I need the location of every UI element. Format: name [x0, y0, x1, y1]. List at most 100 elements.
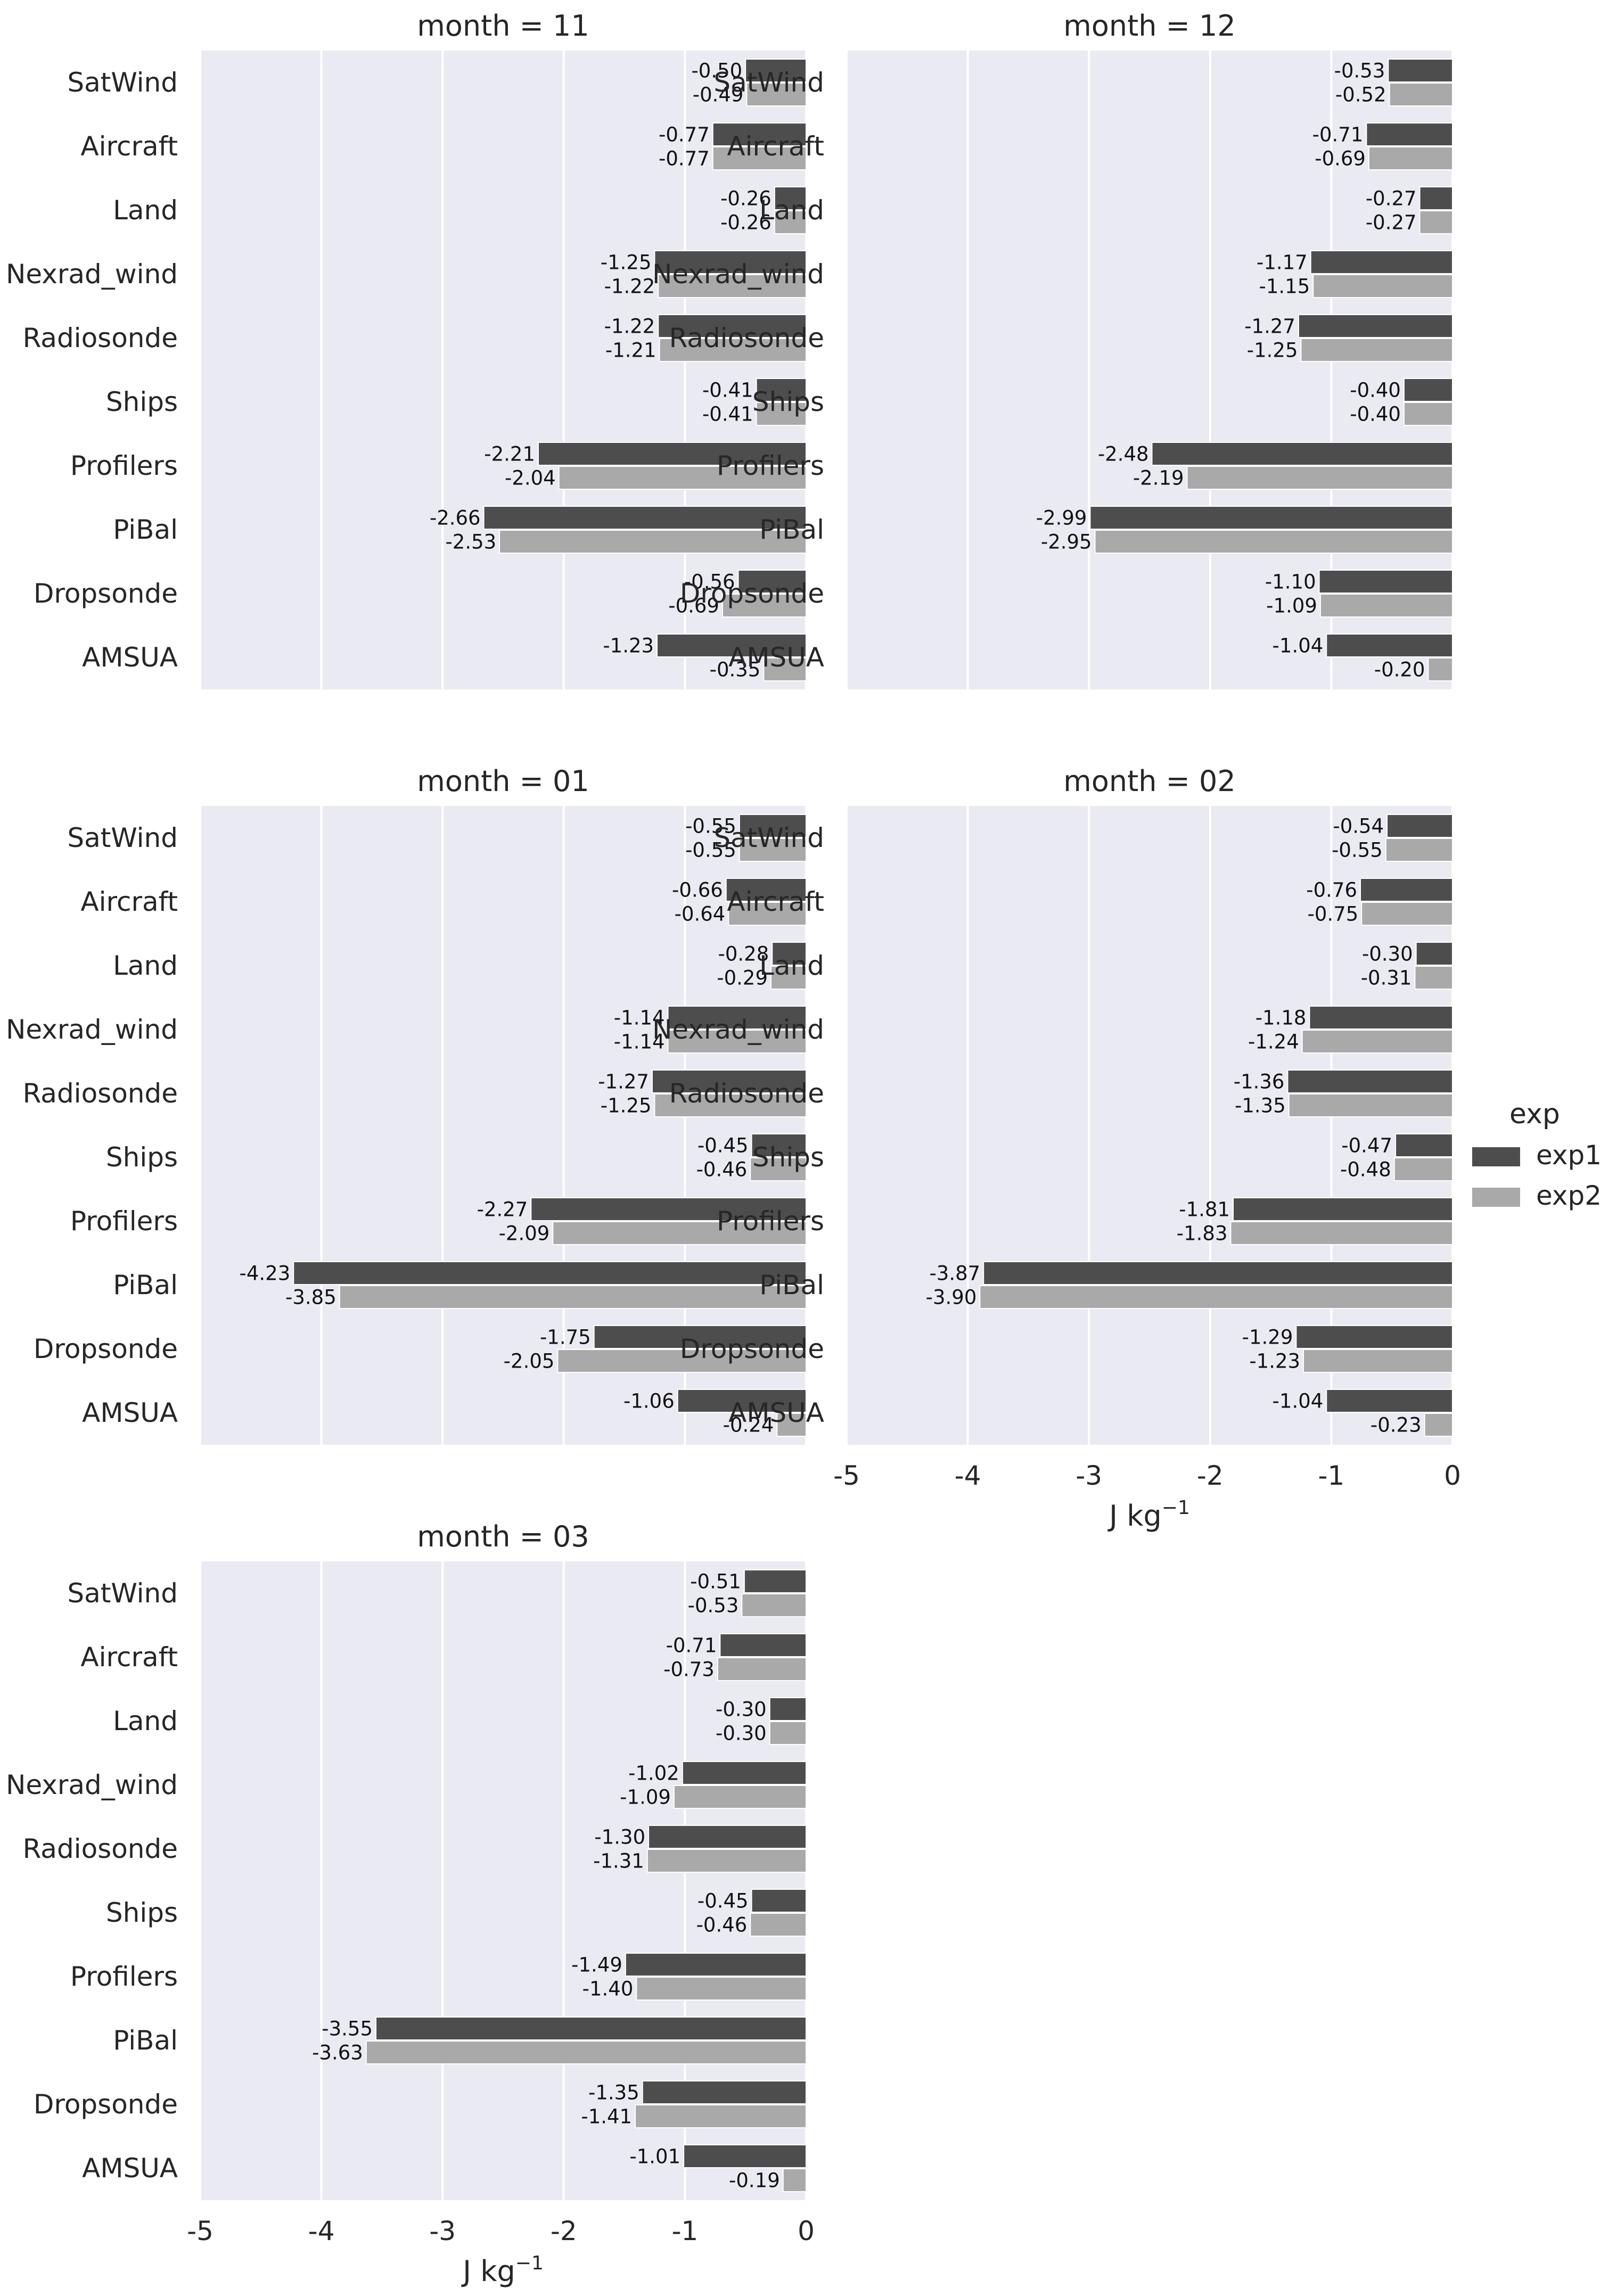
bar-value-label: -0.71 [666, 1634, 717, 1657]
category-label: Land [113, 950, 178, 981]
bar-exp1 [651, 1069, 807, 1093]
bar-value-label: -1.17 [1257, 251, 1308, 274]
category-label: Profilers [70, 450, 178, 481]
bar-exp1 [1326, 1389, 1453, 1413]
bar-exp1 [1318, 570, 1453, 594]
x-axis-label-unit: J kg [1107, 1499, 1162, 1533]
bar-exp1 [771, 942, 807, 966]
legend-label-exp2: exp2 [1536, 1180, 1602, 1211]
bar-value-label: -1.14 [614, 1007, 665, 1030]
bar-value-label: -1.22 [604, 315, 655, 338]
bar-exp2 [1414, 966, 1454, 990]
bar-exp2 [1368, 146, 1454, 170]
category-label: AMSUA [728, 642, 824, 673]
legend-swatch-exp1 [1472, 1147, 1520, 1166]
plot-background [200, 51, 806, 689]
category-label: Nexrad_wind [6, 259, 178, 290]
bar-exp2 [558, 466, 807, 490]
bar-value-label: -1.35 [588, 2081, 639, 2104]
x-tick-label: -4 [955, 1460, 981, 1491]
bar-value-label: -0.40 [1350, 379, 1401, 402]
bar-exp1 [1419, 186, 1454, 210]
category-label: Aircraft [727, 886, 824, 917]
bar-exp2 [1403, 402, 1453, 426]
bar-value-label: -0.69 [1315, 147, 1366, 170]
bar-exp2 [499, 530, 807, 554]
bar-exp1 [1403, 378, 1453, 402]
bar-value-label: -1.23 [1249, 1350, 1300, 1373]
bar-value-label: -0.27 [1366, 211, 1417, 234]
category-label: Dropsonde [34, 2089, 178, 2120]
bar-value-label: -0.41 [702, 379, 753, 402]
category-label: AMSUA [82, 1397, 178, 1428]
bar-exp2 [1230, 1221, 1453, 1245]
bar-exp2 [1301, 1030, 1453, 1054]
x-tick-label: 0 [1444, 1460, 1461, 1491]
bar-value-label: -1.75 [540, 1326, 591, 1349]
category-label: Radiosonde [669, 1078, 824, 1109]
bar-exp1 [751, 1133, 807, 1157]
bar-value-label: -0.49 [693, 84, 744, 106]
legend-swatch-exp2 [1472, 1188, 1520, 1207]
facet-panel-2: month = 12 SatWind -0.53-0.52 Aircraft -0.71… [652, 9, 1454, 689]
bar-exp1 [1233, 1197, 1453, 1221]
bar-exp2 [1393, 1157, 1453, 1181]
bar-exp1 [1395, 1133, 1454, 1157]
category-label: AMSUA [82, 2153, 178, 2184]
bar-exp1 [738, 814, 807, 838]
bar-value-label: -2.66 [430, 507, 481, 530]
x-axis-label: J kg−1 [461, 2252, 544, 2288]
x-tick-label: -3 [1076, 1460, 1102, 1491]
bar-exp1 [483, 506, 807, 530]
bar-value-label: -0.31 [1361, 967, 1412, 990]
x-axis-label-exponent: −1 [515, 2252, 544, 2274]
x-tick-label: -1 [1318, 1460, 1344, 1491]
bar-value-label: -0.26 [720, 187, 771, 210]
bar-value-label: -0.77 [659, 124, 710, 146]
bar-exp1 [745, 59, 807, 83]
bar-exp1 [1298, 314, 1453, 338]
bar-exp1 [375, 2017, 807, 2040]
bar-value-label: -0.46 [696, 1914, 748, 1937]
bar-exp1 [625, 1953, 807, 1977]
bar-exp2 [770, 966, 807, 990]
bar-exp2 [1419, 210, 1454, 234]
bar-exp1 [1309, 1006, 1453, 1030]
bar-value-label: -1.06 [623, 1390, 675, 1413]
bar-exp1 [1326, 633, 1453, 657]
bar-exp1 [642, 2080, 807, 2104]
category-label: Radiosonde [669, 323, 824, 353]
bar-value-label: -1.14 [614, 1031, 665, 1054]
bar-value-label: -0.28 [718, 943, 769, 966]
bar-exp2 [712, 146, 807, 170]
bar-value-label: -1.81 [1179, 1198, 1230, 1221]
bar-exp1 [1287, 1069, 1454, 1093]
bar-exp1 [682, 1761, 807, 1785]
category-label: PiBal [759, 1270, 824, 1301]
bar-exp1 [712, 122, 807, 146]
bar-exp2 [557, 1349, 807, 1373]
bar-exp1 [1386, 814, 1453, 838]
bar-value-label: -1.29 [1242, 1326, 1293, 1349]
bar-exp2 [1389, 83, 1453, 106]
x-tick-label: -3 [429, 2216, 456, 2246]
panel-title: month = 11 [417, 9, 589, 43]
bar-exp1 [769, 1697, 807, 1721]
bar-value-label: -0.35 [710, 659, 761, 681]
category-label: Profilers [70, 1206, 178, 1237]
bar-value-label: -0.55 [685, 815, 736, 838]
bar-exp2 [646, 1849, 807, 1873]
bar-value-label: -2.99 [1036, 507, 1087, 530]
panel-title: month = 12 [1063, 9, 1236, 43]
category-label: Ships [752, 1142, 824, 1173]
bar-value-label: -0.24 [723, 1414, 774, 1437]
bar-value-label: -1.36 [1234, 1071, 1285, 1093]
category-label: AMSUA [82, 642, 178, 673]
category-label: Aircraft [80, 886, 178, 917]
bar-exp1 [719, 1633, 807, 1657]
bar-exp1 [1366, 122, 1454, 146]
category-label: PiBal [759, 514, 824, 545]
legend-title: exp [1509, 1098, 1560, 1130]
bar-value-label: -3.55 [322, 2018, 373, 2040]
